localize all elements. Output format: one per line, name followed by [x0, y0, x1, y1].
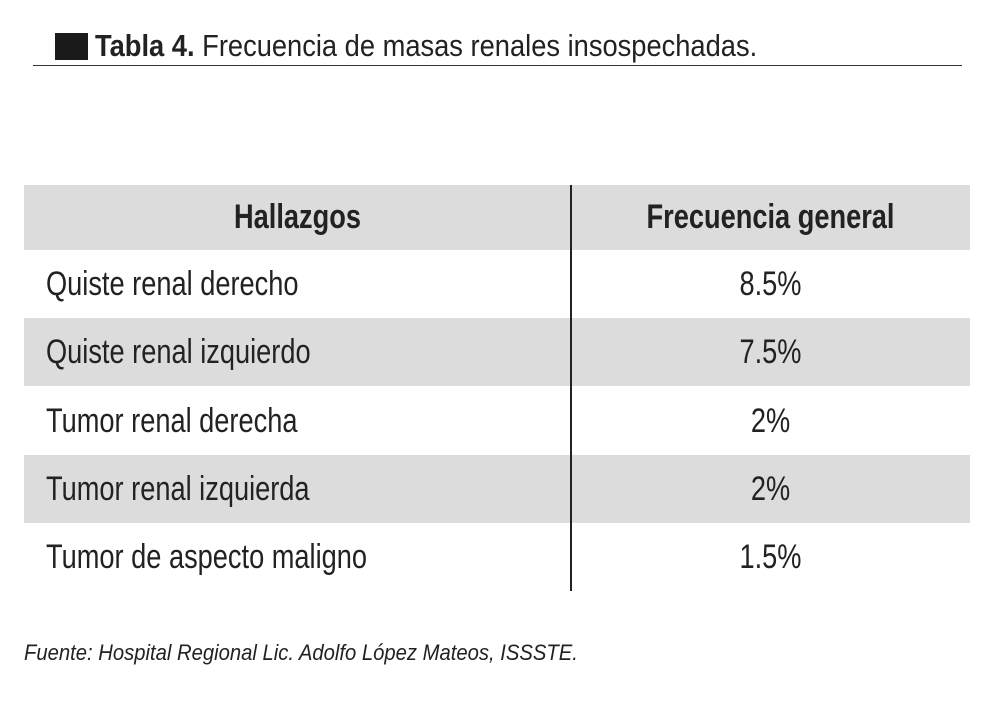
- table-row: Quiste renal derecho 8.5%: [24, 250, 970, 318]
- title: Tabla 4. Frecuencia de masas renales ins…: [95, 28, 757, 64]
- table-cell: Tumor renal izquierda: [46, 470, 310, 508]
- title-square: [55, 33, 88, 60]
- table-cell: Quiste renal derecho: [46, 265, 299, 303]
- table-cell: 1.5%: [739, 538, 802, 576]
- header-cell: Frecuencia general: [646, 198, 895, 236]
- table-row: Tumor de aspecto maligno 1.5%: [24, 523, 970, 591]
- table-row: Tumor renal izquierda 2%: [24, 455, 970, 523]
- table-cell: 2%: [750, 402, 791, 440]
- table-cell: 2%: [750, 470, 791, 508]
- title-rule: [33, 65, 962, 66]
- column-divider: [570, 185, 572, 591]
- table-cell: 7.5%: [739, 333, 802, 371]
- header-row: Hallazgos Frecuencia general: [24, 185, 970, 250]
- table-row: Tumor renal derecha 2%: [24, 387, 970, 455]
- title-text: Frecuencia de masas renales insospechada…: [202, 28, 758, 63]
- title-label: Tabla 4.: [95, 28, 195, 63]
- table-cell: 8.5%: [739, 265, 802, 303]
- table-cell: Tumor renal derecha: [46, 402, 298, 440]
- source-note: Fuente: Hospital Regional Lic. Adolfo Ló…: [24, 640, 578, 665]
- header-cell: Hallazgos: [234, 198, 361, 236]
- table-cell: Tumor de aspecto maligno: [46, 538, 368, 576]
- table-row: Quiste renal izquierdo 7.5%: [24, 318, 970, 386]
- table-cell: Quiste renal izquierdo: [46, 333, 311, 371]
